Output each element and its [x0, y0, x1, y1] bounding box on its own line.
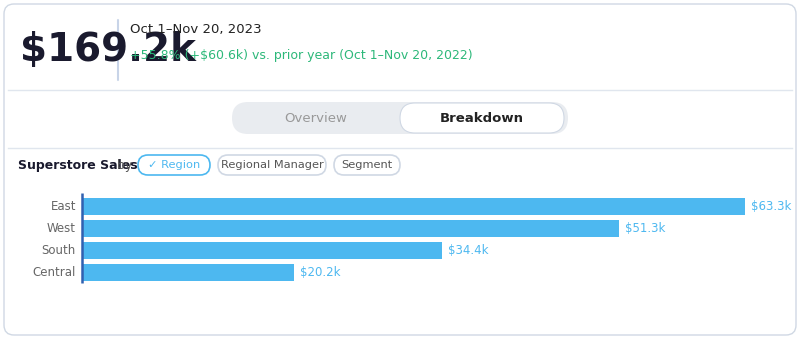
- Text: East: East: [50, 199, 76, 213]
- Text: $63.3k: $63.3k: [751, 199, 791, 213]
- Text: $20.2k: $20.2k: [299, 265, 340, 279]
- Text: ✓ Region: ✓ Region: [148, 160, 200, 170]
- FancyBboxPatch shape: [82, 219, 619, 237]
- FancyBboxPatch shape: [218, 155, 326, 175]
- FancyBboxPatch shape: [82, 198, 745, 215]
- FancyBboxPatch shape: [138, 155, 210, 175]
- Text: by: by: [113, 159, 132, 172]
- Text: West: West: [47, 221, 76, 235]
- FancyBboxPatch shape: [232, 102, 568, 134]
- FancyBboxPatch shape: [334, 155, 400, 175]
- FancyBboxPatch shape: [82, 263, 294, 280]
- FancyBboxPatch shape: [400, 103, 564, 133]
- Text: $51.3k: $51.3k: [626, 221, 666, 235]
- Text: South: South: [42, 243, 76, 257]
- Text: Central: Central: [33, 265, 76, 279]
- FancyBboxPatch shape: [82, 241, 442, 259]
- Text: +55.8% (+$60.6k) vs. prior year (Oct 1–Nov 20, 2022): +55.8% (+$60.6k) vs. prior year (Oct 1–N…: [130, 48, 473, 61]
- Text: Overview: Overview: [285, 112, 347, 124]
- Text: Superstore Sales: Superstore Sales: [18, 159, 138, 172]
- Text: Segment: Segment: [342, 160, 393, 170]
- Text: Regional Manager: Regional Manager: [221, 160, 323, 170]
- Text: $169.2k: $169.2k: [20, 31, 196, 69]
- Text: $34.4k: $34.4k: [448, 243, 489, 257]
- FancyBboxPatch shape: [4, 4, 796, 335]
- Text: Breakdown: Breakdown: [440, 112, 524, 124]
- Text: Oct 1–Nov 20, 2023: Oct 1–Nov 20, 2023: [130, 23, 262, 37]
